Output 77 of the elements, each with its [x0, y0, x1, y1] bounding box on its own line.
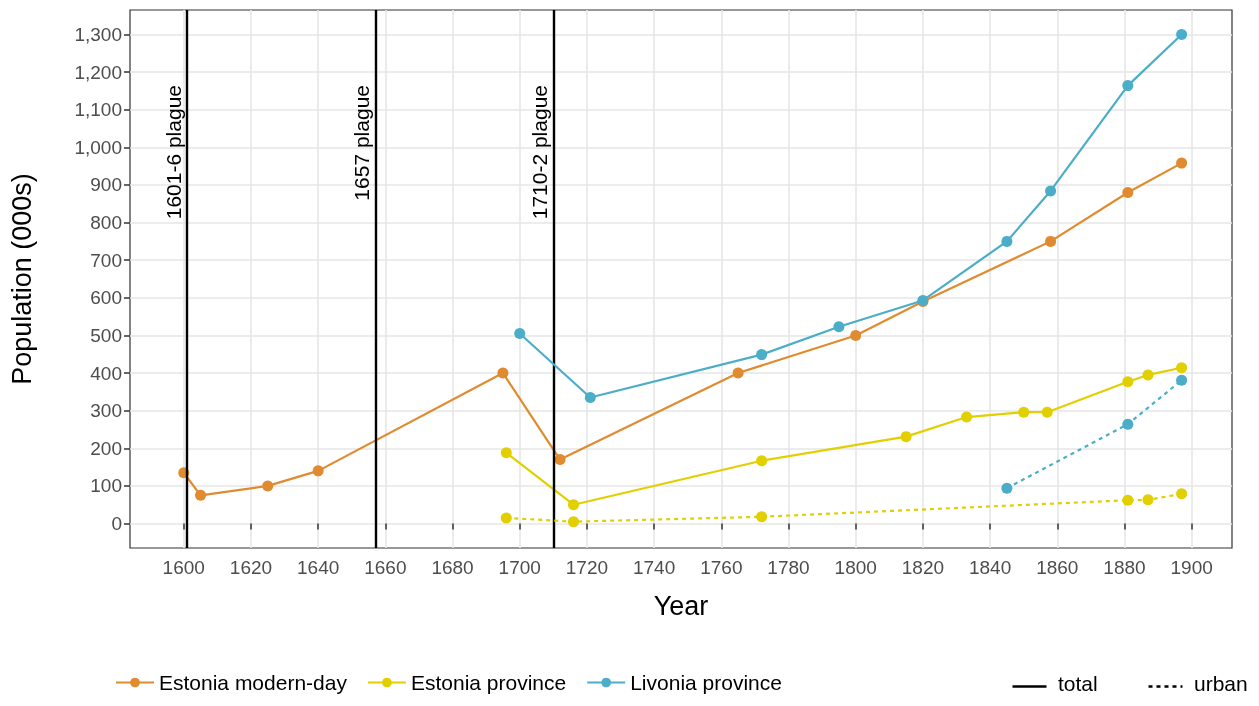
- y-tick-label: 400: [90, 362, 122, 384]
- point: [1045, 185, 1057, 197]
- x-tick-label: 1840: [968, 557, 1012, 578]
- point: [568, 516, 579, 528]
- point: [900, 431, 912, 443]
- point: [1122, 494, 1134, 506]
- point: [312, 465, 324, 477]
- x-tick-label: 1640: [297, 557, 340, 578]
- ref-line-label: 1601-6 plague: [162, 85, 186, 220]
- y-tick-label: 700: [90, 249, 122, 271]
- point: [497, 367, 509, 379]
- y-tick-label: 1,100: [74, 99, 122, 121]
- point: [1176, 28, 1188, 40]
- point: [850, 329, 862, 341]
- point: [1122, 376, 1134, 388]
- y-tick-label: 1,300: [74, 23, 122, 45]
- point: [1018, 406, 1030, 418]
- x-tick-label: 1680: [431, 557, 474, 578]
- x-tick-label: 1860: [1036, 557, 1079, 578]
- x-tick-label: 1700: [498, 557, 541, 578]
- y-axis-title: Population (000s): [6, 173, 37, 385]
- x-tick-label: 1800: [834, 557, 877, 578]
- x-tick-label: 1620: [229, 557, 273, 578]
- point: [1176, 362, 1188, 374]
- point: [195, 489, 207, 501]
- point: [756, 349, 768, 361]
- point: [262, 480, 274, 492]
- y-tick-label: 900: [90, 174, 122, 196]
- x-tick-label: 1720: [565, 557, 609, 578]
- x-tick-label: 1740: [632, 557, 676, 578]
- y-tick-label: 1,000: [74, 136, 122, 158]
- point: [1142, 494, 1154, 506]
- y-tick-label: 100: [90, 475, 122, 497]
- point: [500, 447, 512, 459]
- ref-line-label: 1657 plague: [350, 85, 374, 201]
- point: [756, 511, 768, 523]
- point: [756, 455, 768, 467]
- x-tick-label: 1900: [1170, 557, 1213, 578]
- point: [1122, 80, 1134, 92]
- y-tick-label: 1,200: [74, 61, 122, 83]
- x-tick-label: 1820: [901, 557, 945, 578]
- point: [1122, 418, 1134, 430]
- ref-line-label: 1710-2 plague: [528, 85, 552, 220]
- legend-label: Livonia province: [630, 671, 782, 694]
- point: [961, 411, 973, 423]
- point: [1001, 235, 1013, 247]
- point: [1176, 374, 1188, 386]
- point: [568, 499, 579, 511]
- text: urban: [1194, 672, 1248, 695]
- text: total: [1058, 672, 1098, 695]
- point: [732, 367, 744, 379]
- point: [1176, 157, 1188, 169]
- point: [1122, 186, 1134, 198]
- point: [1176, 488, 1188, 500]
- point: [1001, 482, 1013, 494]
- y-tick-label: 800: [90, 212, 122, 234]
- x-axis-title: Year: [653, 590, 709, 621]
- x-tick-label: 1880: [1103, 557, 1146, 578]
- y-tick-label: 0: [111, 513, 122, 535]
- x-tick-label: 1760: [700, 557, 743, 578]
- x-tick-label: 1660: [364, 557, 407, 578]
- y-tick-label: 600: [90, 287, 122, 309]
- point: [1041, 406, 1053, 418]
- x-tick-label: 1780: [767, 557, 810, 578]
- point: [833, 321, 845, 333]
- y-tick-label: 200: [90, 437, 122, 459]
- x-tick-label: 1600: [162, 557, 205, 578]
- legend-label: Estonia modern-day: [159, 671, 348, 694]
- point: [514, 328, 526, 340]
- point: [554, 454, 566, 466]
- point: [584, 392, 596, 404]
- y-tick-label: 300: [90, 400, 122, 422]
- point: [1045, 235, 1057, 247]
- y-tick-label: 500: [90, 324, 122, 346]
- legend-label: Estonia province: [410, 671, 567, 694]
- point: [500, 512, 512, 524]
- point: [1142, 369, 1154, 381]
